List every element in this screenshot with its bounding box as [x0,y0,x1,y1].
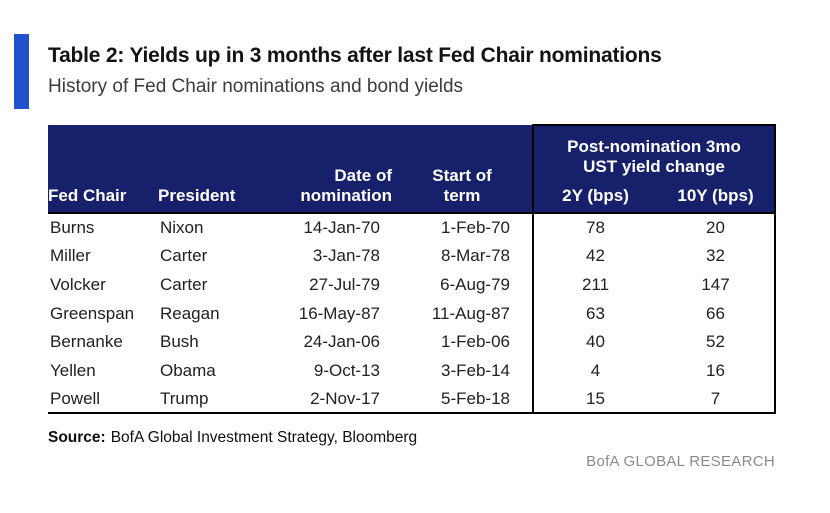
cell-2y-bps: 211 [532,270,657,299]
cell-president: Bush [158,327,262,356]
table-row-burns: Burns Nixon 14-Jan-70 1-Feb-70 78 20 [48,213,776,242]
cell-start-of-term: 1-Feb-06 [392,327,533,356]
cell-date-of-nomination: 2-Nov-17 [262,384,392,415]
cell-president: Trump [158,384,262,415]
group-header-line2: UST yield change [583,157,725,177]
table-row-greenspan: Greenspan Reagan 16-May-87 11-Aug-87 63 … [48,298,776,328]
cell-fed-chair: Miller [48,241,158,271]
cell-date-of-nomination: 14-Jan-70 [262,213,392,242]
cell-2y-bps: 78 [532,213,657,242]
table-row-yellen: Yellen Obama 9-Oct-13 3-Feb-14 4 16 [48,355,776,385]
cell-president: Carter [158,270,262,299]
column-header-10y-bps: 10Y (bps) [657,183,776,214]
cell-10y-bps: 7 [657,384,776,415]
table-body: Burns Nixon 14-Jan-70 1-Feb-70 78 20 Mil… [48,213,776,415]
cell-2y-bps: 15 [532,384,657,415]
cell-2y-bps: 42 [532,241,657,271]
cell-2y-bps: 4 [532,355,657,385]
cell-10y-bps: 52 [657,327,776,356]
cell-date-of-nomination: 27-Jul-79 [262,270,392,299]
column-header-2y-bps: 2Y (bps) [532,183,657,214]
group-header-post-nomination-yield-change: Post-nomination 3mo UST yield change [532,124,776,183]
cell-2y-bps: 63 [532,298,657,328]
cell-start-of-term: 11-Aug-87 [392,298,533,328]
cell-date-of-nomination: 24-Jan-06 [262,327,392,356]
cell-start-of-term: 3-Feb-14 [392,355,533,385]
cell-start-of-term: 6-Aug-79 [392,270,533,299]
source-label: Source: [48,429,106,446]
cell-2y-bps: 40 [532,327,657,356]
table-row-volcker: Volcker Carter 27-Jul-79 6-Aug-79 211 14… [48,270,776,299]
cell-fed-chair: Greenspan [48,298,158,328]
cell-date-of-nomination: 3-Jan-78 [262,241,392,271]
table-row-bernanke: Bernanke Bush 24-Jan-06 1-Feb-06 40 52 [48,327,776,356]
column-header-date-line1: Date of [334,165,392,185]
column-header-term-line2: term [443,186,481,206]
cell-10y-bps: 147 [657,270,776,299]
cell-start-of-term: 8-Mar-78 [392,241,533,271]
cell-president: Nixon [158,213,262,242]
cell-date-of-nomination: 16-May-87 [262,298,392,328]
bofa-global-research-brand: BofA GLOBAL RESEARCH [586,453,775,470]
table-row-powell: Powell Trump 2-Nov-17 5-Feb-18 15 7 [48,384,776,415]
table-row-miller: Miller Carter 3-Jan-78 8-Mar-78 42 32 [48,241,776,271]
column-header-start-of-term: Start of term [392,125,533,214]
column-header-president: President [158,125,262,214]
table-subtitle: History of Fed Chair nominations and bon… [48,76,464,97]
table-header: Fed Chair President Date of nomination S… [48,124,776,214]
cell-10y-bps: 66 [657,298,776,328]
cell-10y-bps: 16 [657,355,776,385]
cell-fed-chair: Burns [48,213,158,242]
cell-president: Reagan [158,298,262,328]
fed-chair-nominations-table: Fed Chair President Date of nomination S… [48,124,776,415]
cell-10y-bps: 32 [657,241,776,271]
source-text: BofA Global Investment Strategy, Bloombe… [110,429,418,446]
column-header-date-line2: nomination [300,186,392,206]
cell-president: Carter [158,241,262,271]
cell-fed-chair: Volcker [48,270,158,299]
column-header-fed-chair: Fed Chair [48,125,158,214]
group-header-line1: Post-nomination 3mo [567,136,741,156]
cell-start-of-term: 1-Feb-70 [392,213,533,242]
column-header-term-line1: Start of [432,165,492,185]
cell-fed-chair: Bernanke [48,327,158,356]
table-title: Table 2: Yields up in 3 months after las… [48,44,662,67]
cell-president: Obama [158,355,262,385]
title-accent-bar [14,34,29,109]
cell-date-of-nomination: 9-Oct-13 [262,355,392,385]
source-line: Source: BofA Global Investment Strategy, … [48,429,417,447]
cell-fed-chair: Powell [48,384,158,415]
cell-start-of-term: 5-Feb-18 [392,384,533,415]
cell-10y-bps: 20 [657,213,776,242]
cell-fed-chair: Yellen [48,355,158,385]
column-header-date-of-nomination: Date of nomination [262,125,392,214]
